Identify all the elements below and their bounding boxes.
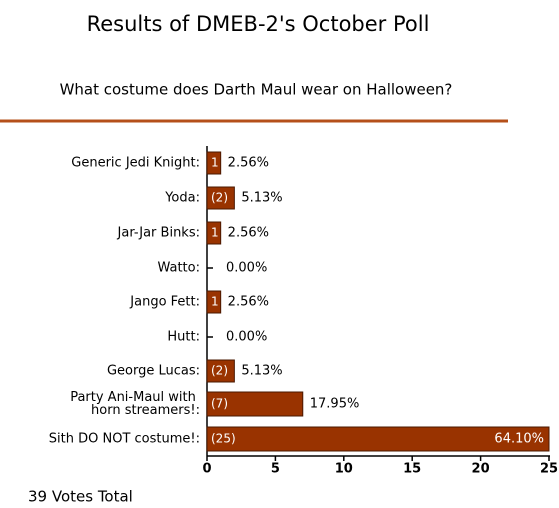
value-label: 1: [211, 156, 219, 170]
bar: [206, 426, 550, 452]
category-label: Sith DO NOT costume!:: [49, 432, 200, 447]
x-tick-label: 25: [540, 462, 558, 477]
percent-label: 0.00%: [226, 261, 267, 276]
category-label: George Lucas:: [107, 364, 200, 379]
x-tick-label: 0: [202, 462, 211, 477]
value-label: 1: [211, 295, 219, 309]
percent-label: 0.00%: [226, 330, 267, 345]
percent-label: 5.13%: [241, 191, 282, 206]
percent-label: 17.95%: [310, 397, 360, 412]
x-tick-label: 15: [403, 462, 421, 477]
bar: [206, 290, 222, 314]
x-tick-label: 5: [271, 462, 280, 477]
bar: [206, 186, 235, 210]
value-label: (25): [211, 432, 236, 446]
percent-label: 64.10%: [494, 432, 544, 447]
chart-title: Results of DMEB-2's October Poll: [87, 12, 430, 36]
category-label: Watto:: [157, 261, 200, 276]
bar: [206, 151, 222, 175]
percent-label: 2.56%: [228, 226, 269, 241]
bar: [206, 221, 222, 245]
value-label: 1: [211, 226, 219, 240]
footer: 39 Votes Total: [28, 488, 133, 506]
category-label: Jango Fett:: [129, 295, 200, 310]
value-label: (2): [211, 364, 228, 378]
percent-label: 5.13%: [241, 364, 282, 379]
category-label: Yoda:: [164, 191, 200, 206]
value-label: (7): [211, 397, 228, 411]
chart-subtitle: What costume does Darth Maul wear on Hal…: [60, 81, 453, 99]
category-label: Party Ani-Maul with horn streamers!:: [70, 390, 200, 418]
bar: [206, 391, 304, 417]
bar: [206, 359, 235, 383]
percent-label: 2.56%: [228, 295, 269, 310]
value-label: (2): [211, 191, 228, 205]
percent-label: 2.56%: [228, 156, 269, 171]
x-tick-label: 10: [335, 462, 353, 477]
category-label: Generic Jedi Knight:: [71, 156, 200, 171]
category-label: Jar-Jar Binks:: [117, 226, 200, 241]
x-tick-label: 20: [472, 462, 490, 477]
category-label: Hutt:: [167, 330, 200, 345]
